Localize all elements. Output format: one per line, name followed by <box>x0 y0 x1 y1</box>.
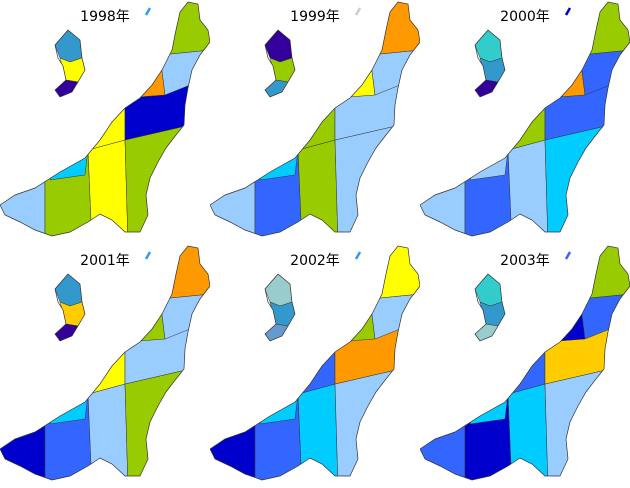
map-panel: 2000年 <box>420 0 630 244</box>
mainland-outline <box>420 1 630 237</box>
region <box>265 30 293 63</box>
sado-outline <box>474 273 506 342</box>
sado-outline <box>54 273 86 342</box>
region <box>334 368 401 480</box>
mainland-outline <box>210 1 420 237</box>
region <box>529 298 586 343</box>
sado-island <box>475 30 505 97</box>
region <box>297 139 339 236</box>
region <box>109 298 166 343</box>
sado-island <box>475 274 505 341</box>
region <box>319 298 376 343</box>
awashima-islet <box>354 7 362 16</box>
region <box>475 30 503 63</box>
map-panel: 2003年 <box>420 244 630 488</box>
region <box>489 97 546 151</box>
region <box>279 97 336 151</box>
region <box>507 383 549 480</box>
mainland-regions <box>420 246 630 480</box>
map-panel: 1999年 <box>210 0 420 244</box>
region <box>489 341 546 395</box>
region <box>475 274 503 307</box>
region <box>507 139 549 236</box>
sado-outline <box>264 29 296 98</box>
region <box>469 393 509 425</box>
region <box>49 149 89 181</box>
region <box>69 97 126 151</box>
region <box>420 169 466 236</box>
region <box>259 393 299 425</box>
map-year-title: 2001年 <box>80 253 130 269</box>
choropleth-map <box>0 245 210 481</box>
map-panel: 2002年 <box>210 244 420 488</box>
awashima-islet <box>564 251 572 260</box>
region <box>420 413 466 480</box>
mainland-outline <box>420 245 630 481</box>
mainland-regions <box>0 246 210 480</box>
sado-island <box>55 274 85 341</box>
region <box>469 149 509 181</box>
region <box>49 393 89 425</box>
sado-outline <box>474 29 506 98</box>
region <box>210 169 256 236</box>
map-panel: 2001年 <box>0 244 210 488</box>
region <box>69 341 126 395</box>
region <box>124 124 191 236</box>
region <box>55 274 83 307</box>
mainland-regions <box>210 2 420 236</box>
map-year-title: 2000年 <box>500 9 550 25</box>
region <box>319 54 376 99</box>
mainland-outline <box>210 245 420 481</box>
region <box>109 54 166 99</box>
region <box>0 413 46 480</box>
awashima-islet <box>564 7 572 16</box>
map-year-title: 1999年 <box>290 9 340 25</box>
region <box>279 341 336 395</box>
sado-island <box>265 274 295 341</box>
map-panel: 1998年 <box>0 0 210 244</box>
region <box>529 54 586 99</box>
region <box>87 139 129 236</box>
region <box>0 169 46 236</box>
region <box>124 368 191 480</box>
choropleth-map <box>420 245 630 481</box>
mainland-outline <box>0 245 210 481</box>
region <box>544 368 611 480</box>
mainland-regions <box>210 246 420 480</box>
map-year-title: 2003年 <box>500 253 550 269</box>
choropleth-map <box>420 1 630 237</box>
region <box>265 274 293 307</box>
choropleth-map <box>210 245 420 481</box>
mainland-outline <box>0 1 210 237</box>
region <box>297 383 339 480</box>
mainland-regions <box>420 2 630 236</box>
sado-outline <box>54 29 86 98</box>
mainland-regions <box>0 2 210 236</box>
awashima-islet <box>144 7 152 16</box>
awashima-islet <box>354 251 362 260</box>
awashima-islet <box>144 251 152 260</box>
region <box>210 413 256 480</box>
region <box>544 124 611 236</box>
sado-island <box>265 30 295 97</box>
map-year-title: 1998年 <box>80 9 130 25</box>
choropleth-map <box>210 1 420 237</box>
region <box>55 30 83 63</box>
region <box>87 383 129 480</box>
region <box>334 124 401 236</box>
sado-outline <box>264 273 296 342</box>
region <box>259 149 299 181</box>
choropleth-map <box>0 1 210 237</box>
map-year-title: 2002年 <box>290 253 340 269</box>
